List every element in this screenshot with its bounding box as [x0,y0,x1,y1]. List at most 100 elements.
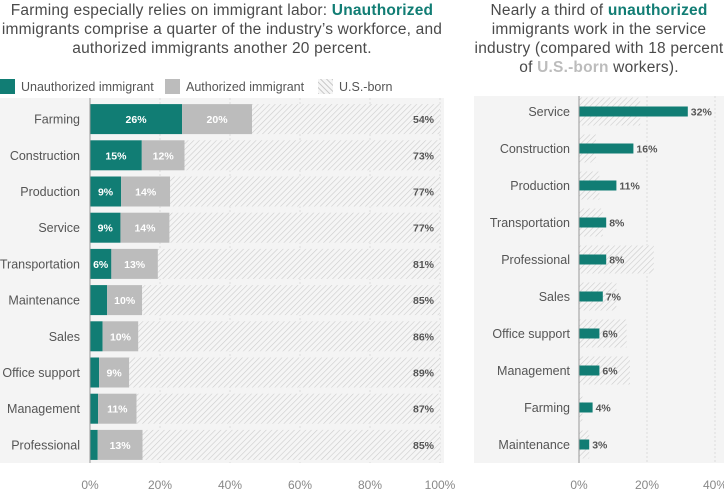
bar-unauthorized-immigrant-sales [90,321,103,352]
bar-unauthorized-office-support [579,328,600,339]
category-label-maintenance: Maintenance [498,438,570,452]
bar-u-s-born-service [169,212,440,243]
bar-unauthorized-immigrant-service [90,212,121,243]
legend-swatch-authorized [165,79,180,94]
legend-swatch-unauthorized [0,79,15,94]
data-label-unauthorized-management: 6% [602,366,618,378]
data-label-u-s-born-maintenance: 85% [413,295,435,307]
category-label-maintenance: Maintenance [8,294,80,308]
data-label-unauthorized-office-support: 6% [602,329,618,341]
data-label-u-s-born-transportation: 81% [413,259,435,271]
legend-swatch-us-born [318,79,333,94]
category-label-production: Production [510,179,570,193]
category-label-construction: Construction [10,149,80,163]
data-label-u-s-born-service: 77% [413,223,435,235]
left-x-tick-label: 40% [218,478,242,492]
bar-unauthorized-production [579,180,617,191]
data-label-unauthorized-construction: 16% [636,144,658,156]
data-label-unauthorized-immigrant-transportation: 6% [93,259,109,271]
right-chart-background [474,96,724,463]
right-chart-title: Nearly a third of unauthorized immigrant… [474,2,724,76]
category-label-professional: Professional [501,253,570,267]
data-label-unauthorized-transportation: 8% [609,218,625,230]
data-label-authorized-immigrant-sales: 10% [110,331,132,343]
data-label-authorized-immigrant-professional: 13% [110,440,132,452]
data-label-unauthorized-immigrant-service: 9% [98,223,114,235]
category-label-management: Management [497,364,570,378]
bar-u-s-born-professional [142,429,440,460]
bar-unauthorized-immigrant-production [90,176,122,207]
bar-authorized-immigrant-construction [141,140,185,171]
legend-us-born: U.S.-born [318,79,393,94]
data-label-unauthorized-farming: 4% [596,403,612,415]
bar-authorized-immigrant-service [120,212,170,243]
category-label-transportation: Transportation [0,257,80,271]
data-label-authorized-immigrant-production: 14% [135,187,157,199]
bar-unauthorized-immigrant-office-support [90,357,100,388]
data-label-unauthorized-immigrant-construction: 15% [105,150,127,162]
bar-authorized-immigrant-management [98,393,137,424]
data-label-unauthorized-sales: 7% [606,292,622,304]
bar-u-s-born-transportation [157,248,440,279]
right-x-tick-label: 40% [703,478,724,492]
data-label-u-s-born-office-support: 89% [413,368,435,380]
data-label-authorized-immigrant-transportation: 13% [124,259,146,271]
data-label-u-s-born-management: 87% [413,404,435,416]
bar-unauthorized-immigrant-maintenance [90,285,108,316]
bar-unauthorized-farming [579,402,593,413]
category-label-office-support: Office support [2,366,80,380]
bar-authorized-immigrant-office-support [99,357,130,388]
right-x-tick-label: 20% [635,478,659,492]
legend-authorized: Authorized immigrant [165,79,304,94]
category-label-construction: Construction [500,142,570,156]
data-label-authorized-immigrant-service: 14% [134,223,156,235]
title-highlight-us-born: U.S.-born [537,59,609,76]
data-label-unauthorized-immigrant-production: 9% [98,187,114,199]
bar-authorized-immigrant-production [121,176,171,207]
bar-unauthorized-immigrant-construction [90,140,142,171]
data-label-u-s-born-sales: 86% [413,331,435,343]
bar-u-s-born-sales [138,321,441,352]
data-label-authorized-immigrant-management: 11% [107,404,128,416]
left-x-tick-label: 20% [148,478,172,492]
category-label-management: Management [7,402,80,416]
bar-unauthorized-immigrant-professional [90,429,98,460]
data-label-unauthorized-service: 32% [691,107,713,119]
data-label-authorized-immigrant-maintenance: 10% [114,295,136,307]
data-label-unauthorized-maintenance: 3% [592,440,608,452]
data-label-u-s-born-construction: 73% [413,150,435,162]
data-label-u-s-born-production: 77% [413,187,435,199]
category-label-sales: Sales [49,330,80,344]
bar-unauthorized-management [579,365,600,376]
bar-unauthorized-immigrant-transportation [90,248,112,279]
category-label-production: Production [20,185,80,199]
bar-authorized-immigrant-farming [182,104,253,135]
data-label-u-s-born-professional: 85% [413,440,435,452]
category-label-office-support: Office support [492,327,570,341]
bar-authorized-immigrant-sales [102,321,139,352]
title-highlight-unauthorized: unauthorized [607,2,708,19]
legend-unauthorized: Unauthorized immigrant [0,79,154,94]
data-label-authorized-immigrant-construction: 12% [153,150,175,162]
bar-authorized-immigrant-transportation [111,248,158,279]
left-chart-title: Farming especially relies on immigrant l… [1,2,443,57]
data-label-unauthorized-production: 11% [619,181,640,193]
category-label-transportation: Transportation [490,216,570,230]
bar-authorized-immigrant-maintenance [107,285,143,316]
category-label-service: Service [528,105,570,119]
category-label-farming: Farming [524,401,570,415]
title-highlight-unauthorized: Unauthorized [331,2,434,19]
bar-u-s-born-management [136,393,441,424]
left-x-tick-label: 80% [358,478,382,492]
category-label-professional: Professional [11,438,80,452]
bar-u-s-born-farming [252,104,440,135]
bar-unauthorized-construction [579,143,634,154]
data-label-u-s-born-farming: 54% [413,114,435,126]
data-label-authorized-immigrant-office-support: 9% [107,368,123,380]
bar-unauthorized-immigrant-farming [90,104,183,135]
category-label-service: Service [38,221,80,235]
left-x-tick-label: 0% [81,478,99,492]
bar-authorized-immigrant-professional [97,429,143,460]
bar-u-s-born-maintenance [142,285,440,316]
